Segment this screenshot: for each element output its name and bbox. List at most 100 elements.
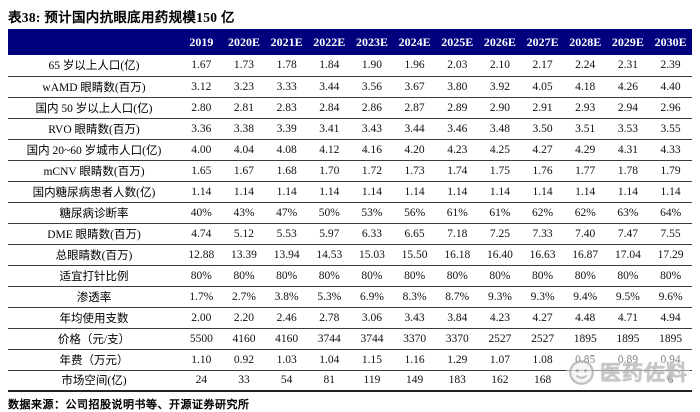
cell: 2.86 [361, 101, 383, 114]
cell: 7.18 [447, 227, 468, 240]
cell: 3.55 [660, 122, 681, 135]
cell: 9.3% [487, 290, 512, 303]
cell: 4.31 [617, 143, 638, 156]
cell: 3.46 [447, 122, 468, 135]
cell: 80% [233, 269, 255, 282]
cell: 1.16 [404, 353, 425, 366]
cell: 62% [532, 206, 554, 219]
cell: 43% [233, 206, 255, 219]
cell [607, 370, 650, 391]
cell: 3.23 [233, 80, 255, 93]
cell: 1.78 [617, 164, 638, 177]
cell: 1.14 [276, 185, 297, 198]
cell: 13.39 [231, 248, 257, 261]
cell: 162 [491, 374, 509, 387]
table-row: mCNV 眼睛数(百万) 1.65 1.67 1.68 1.70 1.72 1.73 1.74… [8, 160, 692, 181]
cell: 3.44 [319, 80, 340, 93]
table-row: 国内 50 岁以上人口(亿) 2.80 2.81 2.83 2.84 2.86 2.87 2.… [8, 97, 692, 118]
cell: 40% [190, 206, 212, 219]
cell: 3.8% [274, 290, 299, 303]
cell: 3.80 [447, 80, 468, 93]
cell: 4.74 [191, 227, 212, 240]
cell: 6.9% [359, 290, 384, 303]
cell: 80% [190, 269, 212, 282]
table-row: 国内糖尿病患者人数(亿) 1.14 1.14 1.14 1.14 1.14 1.14 1.14… [8, 181, 692, 202]
row-label: 年均使用支数 [59, 312, 129, 325]
cell: 17.04 [614, 248, 641, 261]
row-label: 总眼睛数(百万) [55, 249, 133, 262]
cell: 1.04 [319, 353, 340, 366]
cell: 119 [363, 374, 381, 387]
cell: 4.04 [233, 143, 255, 156]
cell: 0.89 [617, 353, 638, 366]
cell: 4.94 [660, 311, 681, 324]
cell: 3.51 [575, 122, 596, 135]
table-row: RVO 眼睛数(百万) 3.36 3.38 3.39 3.41 3.43 3.44 3.46 3… [8, 118, 692, 139]
cell: 80% [660, 269, 682, 282]
cell: 1.14 [191, 185, 212, 198]
cell: 3.67 [404, 80, 425, 93]
cell: 1.79 [660, 164, 681, 177]
cell: 56% [404, 206, 426, 219]
cell: 4.05 [532, 80, 553, 93]
cell: 0.92 [233, 353, 255, 366]
cell: 2.78 [319, 311, 340, 324]
cell: 80% [574, 269, 596, 282]
cell: 16.63 [529, 248, 556, 261]
cell: 2.20 [233, 311, 255, 324]
cell: 8.3% [402, 290, 427, 303]
cell: 16.18 [444, 248, 471, 261]
cell: 3370 [403, 332, 427, 345]
cell: 3744 [317, 332, 341, 345]
cell: 9.6% [658, 290, 683, 303]
table-row: wAMD 眼睛数(百万) 3.12 3.23 3.33 3.44 3.56 3.67 3.80… [8, 76, 692, 97]
cell: 54 [280, 374, 293, 387]
table-row: 适宜打针比例 80% 80% 80% 80% 80% 80% 80% 80% 80% 80% 80% 8… [8, 265, 692, 286]
table-title: 表38: 预计国内抗眼底用药规模150 亿 [8, 10, 235, 25]
cell: 2.00 [191, 311, 212, 324]
row-label: 价格（元/支） [57, 333, 131, 346]
header-row: 2019 2020E 2021E 2022E 2023E 2024E 2025E 2026E 2… [8, 29, 692, 55]
cell: 8.7% [445, 290, 470, 303]
cell: 2.39 [660, 59, 681, 72]
cell: 1.14 [447, 185, 468, 198]
cell: 3.36 [191, 122, 212, 135]
cell: 2.91 [532, 101, 553, 114]
cell: 7.25 [489, 227, 510, 240]
cell: 2.17 [532, 59, 553, 72]
row-label: 适宜打针比例 [59, 270, 129, 283]
cell: 1.78 [276, 59, 297, 72]
row-label: 渗透率 [76, 291, 112, 304]
row-label: 年费（万元） [59, 354, 129, 367]
cell: 4.16 [361, 143, 383, 156]
cell: 1.96 [404, 59, 425, 72]
row-label: mCNV 眼睛数(百万) [43, 165, 145, 178]
cell: 4.20 [404, 143, 425, 156]
cell: 9.4% [573, 290, 598, 303]
cell: 2.90 [489, 101, 510, 114]
cell: 3.38 [233, 122, 255, 135]
cell: 3.56 [361, 80, 383, 93]
year-column-header: 2024E [398, 34, 431, 49]
forecast-table: 2019 2020E 2021E 2022E 2023E 2024E 2025E 2026E 2… [8, 29, 692, 392]
cell: 5.53 [276, 227, 297, 240]
cell: 47% [276, 206, 298, 219]
cell: 2.94 [617, 101, 638, 114]
year-column-header: 2027E [526, 34, 559, 49]
cell: 16.40 [486, 248, 513, 261]
cell: 3.43 [361, 122, 383, 135]
cell: 1.14 [489, 185, 510, 198]
cell: 14.53 [316, 248, 343, 261]
cell: 4160 [232, 332, 256, 345]
cell: 80% [318, 269, 340, 282]
row-label: wAMD 眼睛数(百万) [42, 81, 146, 94]
table-row: 年均使用支数 2.00 2.20 2.46 2.78 3.06 3.43 3.84 4.23 4.… [8, 307, 692, 328]
cell: 1.72 [361, 164, 383, 177]
cell: 63% [617, 206, 639, 219]
cell: 9.5% [615, 290, 640, 303]
cell: 1.73 [404, 164, 425, 177]
cell: 80% [276, 269, 298, 282]
cell: 53% [361, 206, 383, 219]
cell: 3.43 [404, 311, 425, 324]
table-row: 年费（万元） 1.10 0.92 1.03 1.04 1.15 1.16 1.29 1.07 1.… [8, 349, 692, 370]
